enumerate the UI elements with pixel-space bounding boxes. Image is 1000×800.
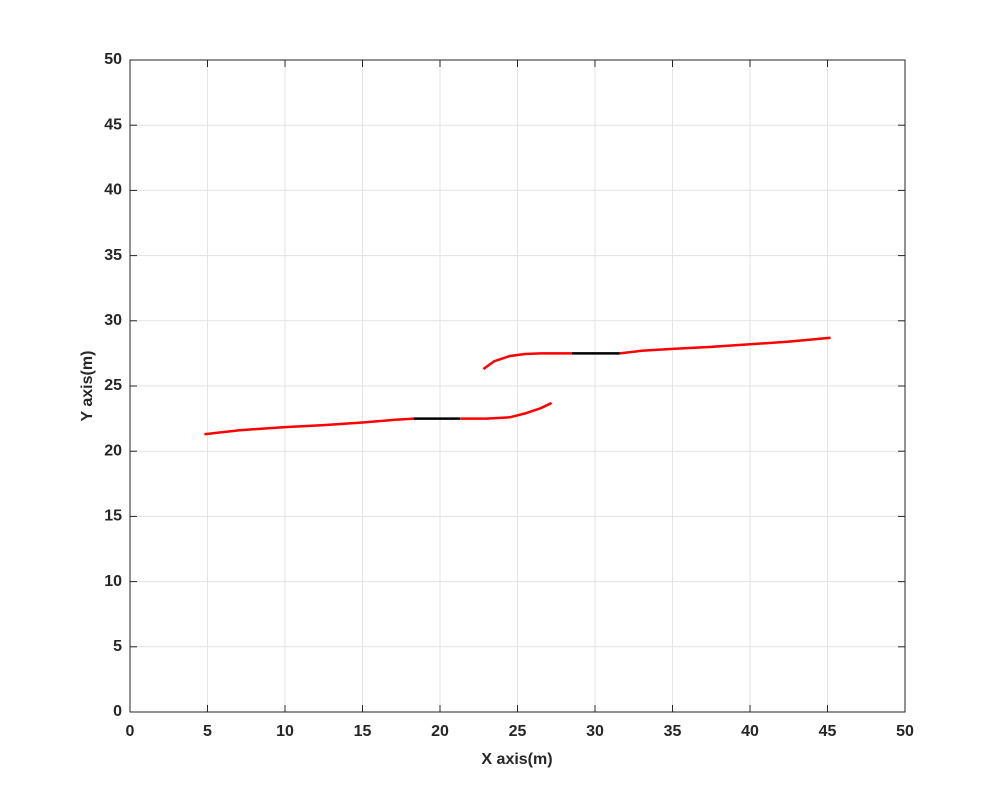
x-tick-label: 0 xyxy=(126,723,135,740)
x-axis-label: X axis(m) xyxy=(481,751,552,768)
y-tick-label: 35 xyxy=(104,247,122,264)
x-tick-label: 30 xyxy=(586,723,604,740)
y-tick-label: 30 xyxy=(104,312,122,329)
x-tick-label: 40 xyxy=(741,723,759,740)
plot-frame xyxy=(129,59,906,713)
x-tick-label: 45 xyxy=(819,723,837,740)
x-tick-label: 50 xyxy=(896,723,914,740)
x-tick-label: 20 xyxy=(431,723,449,740)
x-tick-label: 5 xyxy=(203,723,212,740)
x-tick-label: 10 xyxy=(276,723,294,740)
y-tick-label: 5 xyxy=(113,638,122,655)
y-tick-label: 0 xyxy=(113,703,122,720)
y-tick-label: 15 xyxy=(104,508,122,525)
line xyxy=(619,336,831,355)
y-tick-label: 25 xyxy=(104,377,122,394)
y-tick-label: 10 xyxy=(104,573,122,590)
y-axis-label: Y axis(m) xyxy=(79,351,96,422)
line xyxy=(460,401,553,420)
y-tick-label: 40 xyxy=(104,182,122,199)
line xyxy=(204,417,414,436)
y-tick-label: 20 xyxy=(104,442,122,459)
x-tick-label: 35 xyxy=(664,723,682,740)
line xyxy=(482,352,572,371)
x-tick-label: 15 xyxy=(354,723,372,740)
y-tick-label: 50 xyxy=(104,51,122,68)
y-tick-label: 45 xyxy=(104,116,122,133)
x-tick-label: 25 xyxy=(509,723,527,740)
